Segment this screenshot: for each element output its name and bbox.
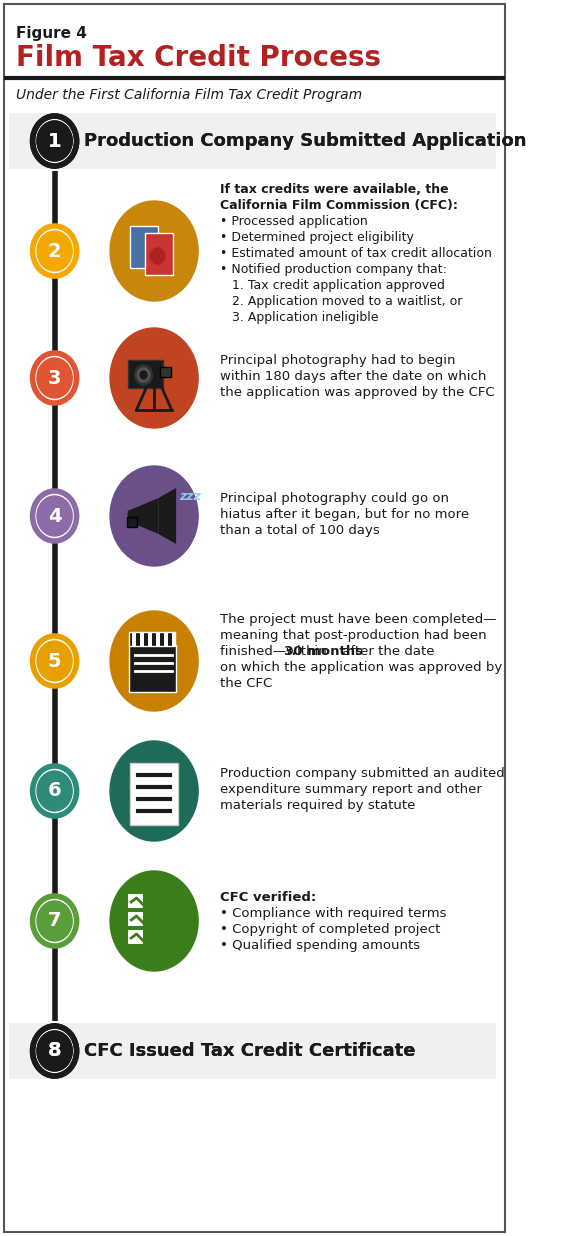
Circle shape: [32, 1026, 77, 1077]
Circle shape: [37, 121, 72, 161]
Circle shape: [37, 231, 72, 271]
Circle shape: [37, 901, 72, 941]
Text: Film Tax Credit Process: Film Tax Credit Process: [16, 44, 381, 72]
FancyBboxPatch shape: [132, 632, 137, 646]
Circle shape: [110, 742, 198, 840]
Text: • Determined project eligibility: • Determined project eligibility: [220, 231, 414, 243]
Circle shape: [32, 491, 77, 541]
Text: 2. Application moved to a waitlist, or: 2. Application moved to a waitlist, or: [220, 295, 463, 308]
FancyBboxPatch shape: [9, 112, 496, 169]
FancyBboxPatch shape: [140, 632, 144, 646]
Circle shape: [32, 637, 77, 686]
Circle shape: [134, 365, 152, 384]
Text: 3. Application ineligible: 3. Application ineligible: [220, 311, 379, 324]
Text: • Compliance with required terms: • Compliance with required terms: [220, 907, 447, 920]
FancyBboxPatch shape: [148, 632, 152, 646]
Circle shape: [32, 1026, 77, 1077]
Text: CFC Issued Tax Credit Certificate: CFC Issued Tax Credit Certificate: [84, 1042, 415, 1060]
Circle shape: [110, 611, 198, 711]
Circle shape: [110, 328, 198, 428]
Circle shape: [110, 871, 198, 971]
Text: If tax credits were available, the: If tax credits were available, the: [220, 183, 449, 197]
Circle shape: [37, 121, 72, 161]
FancyBboxPatch shape: [130, 226, 159, 268]
Text: Under the First California Film Tax Credit Program: Under the First California Film Tax Cred…: [16, 88, 362, 103]
Text: 1. Tax credit application approved: 1. Tax credit application approved: [220, 279, 445, 292]
Text: 2: 2: [48, 241, 61, 261]
Circle shape: [37, 358, 72, 398]
Text: 1: 1: [48, 131, 61, 151]
Polygon shape: [159, 488, 176, 544]
FancyBboxPatch shape: [172, 632, 176, 646]
FancyBboxPatch shape: [9, 1023, 496, 1079]
FancyBboxPatch shape: [127, 929, 144, 946]
Text: expenditure summary report and other: expenditure summary report and other: [220, 782, 482, 796]
Text: California Film Commission (CFC):: California Film Commission (CFC):: [220, 199, 458, 213]
Circle shape: [32, 766, 77, 816]
Circle shape: [110, 201, 198, 302]
Text: than a total of 100 days: than a total of 100 days: [220, 524, 380, 536]
FancyBboxPatch shape: [164, 632, 168, 646]
FancyBboxPatch shape: [129, 645, 176, 692]
Circle shape: [37, 1031, 72, 1072]
Text: within 180 days after the date on which: within 180 days after the date on which: [220, 370, 486, 383]
Text: Principal photography had to begin: Principal photography had to begin: [220, 353, 456, 367]
Circle shape: [32, 896, 77, 946]
Text: 8: 8: [48, 1042, 61, 1060]
Text: finished—within: finished—within: [220, 645, 331, 658]
Circle shape: [137, 368, 149, 382]
FancyBboxPatch shape: [129, 632, 175, 646]
Text: • Qualified spending amounts: • Qualified spending amounts: [220, 939, 420, 952]
FancyBboxPatch shape: [3, 4, 504, 1232]
FancyBboxPatch shape: [145, 234, 174, 274]
Text: on which the application was approved by: on which the application was approved by: [220, 661, 503, 674]
FancyBboxPatch shape: [127, 517, 137, 527]
Polygon shape: [128, 498, 159, 534]
Text: meaning that post-production had been: meaning that post-production had been: [220, 629, 487, 641]
Text: • Estimated amount of tax credit allocation: • Estimated amount of tax credit allocat…: [220, 247, 492, 260]
Text: materials required by statute: materials required by statute: [220, 798, 415, 812]
Circle shape: [37, 496, 72, 536]
Text: CFC Issued Tax Credit Certificate: CFC Issued Tax Credit Certificate: [84, 1042, 415, 1060]
Text: the CFC: the CFC: [220, 677, 272, 690]
Text: Figure 4: Figure 4: [16, 26, 87, 41]
Circle shape: [37, 771, 72, 811]
FancyBboxPatch shape: [127, 892, 144, 908]
Circle shape: [32, 116, 77, 166]
Text: 5: 5: [48, 651, 61, 670]
Circle shape: [140, 371, 147, 379]
Circle shape: [32, 116, 77, 166]
Text: Principal photography could go on: Principal photography could go on: [220, 492, 449, 506]
Text: hiatus after it began, but for no more: hiatus after it began, but for no more: [220, 508, 469, 522]
Text: Production Company Submitted Application: Production Company Submitted Application: [84, 132, 526, 150]
Text: the application was approved by the CFC: the application was approved by the CFC: [220, 386, 494, 399]
Text: after the date: after the date: [338, 645, 434, 658]
Text: 4: 4: [48, 507, 61, 525]
Text: • Copyright of completed project: • Copyright of completed project: [220, 923, 440, 936]
FancyBboxPatch shape: [127, 911, 144, 927]
Text: 8: 8: [48, 1042, 61, 1060]
Circle shape: [110, 466, 198, 566]
Text: zzz: zzz: [179, 489, 200, 503]
Circle shape: [32, 226, 77, 276]
Circle shape: [32, 353, 77, 403]
Circle shape: [151, 248, 164, 265]
Text: 6: 6: [48, 781, 61, 801]
Text: 1: 1: [48, 131, 61, 151]
Text: 3: 3: [48, 368, 61, 388]
Circle shape: [37, 1031, 72, 1072]
FancyBboxPatch shape: [130, 763, 178, 824]
Circle shape: [37, 641, 72, 681]
Text: Production Company Submitted Application: Production Company Submitted Application: [84, 132, 526, 150]
Text: Production company submitted an audited: Production company submitted an audited: [220, 768, 505, 780]
Text: The project must have been completed—: The project must have been completed—: [220, 613, 497, 625]
FancyBboxPatch shape: [160, 367, 171, 377]
Text: 30 months: 30 months: [283, 645, 362, 658]
Text: • Notified production company that:: • Notified production company that:: [220, 263, 447, 276]
FancyBboxPatch shape: [156, 632, 160, 646]
Text: • Processed application: • Processed application: [220, 215, 368, 227]
Text: 7: 7: [48, 911, 61, 931]
FancyBboxPatch shape: [128, 360, 163, 388]
Text: CFC verified:: CFC verified:: [220, 891, 316, 904]
